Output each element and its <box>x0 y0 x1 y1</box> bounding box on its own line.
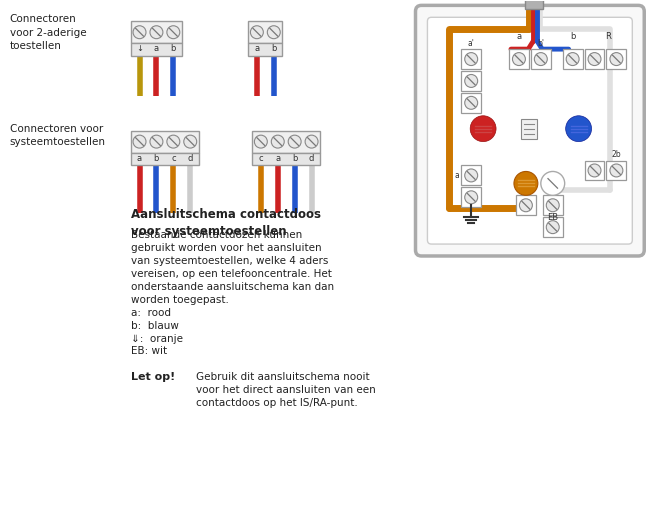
Circle shape <box>167 135 180 148</box>
Circle shape <box>465 53 478 66</box>
Text: a: a <box>516 32 521 41</box>
Text: a': a' <box>468 39 474 48</box>
FancyBboxPatch shape <box>563 49 582 69</box>
FancyBboxPatch shape <box>525 0 543 9</box>
Text: R: R <box>606 32 612 41</box>
FancyBboxPatch shape <box>462 166 481 185</box>
Circle shape <box>588 53 601 66</box>
Text: b': b' <box>538 39 544 48</box>
FancyBboxPatch shape <box>584 49 604 69</box>
Circle shape <box>465 169 478 182</box>
Text: c: c <box>259 153 263 163</box>
FancyBboxPatch shape <box>516 195 536 215</box>
Text: b: b <box>154 153 159 163</box>
FancyBboxPatch shape <box>252 131 320 152</box>
Text: c: c <box>171 153 176 163</box>
FancyBboxPatch shape <box>131 21 182 43</box>
Circle shape <box>150 26 163 39</box>
Text: Aansluitschema contactdoos
voor systeemtoestellen: Aansluitschema contactdoos voor systeemt… <box>131 208 321 238</box>
Text: b: b <box>171 44 176 53</box>
Circle shape <box>610 164 623 177</box>
FancyBboxPatch shape <box>462 93 481 113</box>
FancyBboxPatch shape <box>252 152 320 166</box>
FancyBboxPatch shape <box>509 49 529 69</box>
Text: b: b <box>271 44 276 53</box>
Text: a:  rood: a: rood <box>131 308 171 318</box>
Text: EB: EB <box>547 213 558 222</box>
Text: 2b: 2b <box>612 150 621 159</box>
Circle shape <box>470 116 496 142</box>
Text: a: a <box>254 44 259 53</box>
Circle shape <box>250 26 263 39</box>
Circle shape <box>133 26 146 39</box>
Text: ↓: ↓ <box>136 44 143 53</box>
FancyBboxPatch shape <box>521 119 537 139</box>
FancyBboxPatch shape <box>131 131 199 152</box>
Text: vereisen, op een telefooncentrale. Het: vereisen, op een telefooncentrale. Het <box>131 269 332 279</box>
Circle shape <box>305 135 318 148</box>
Circle shape <box>184 135 197 148</box>
FancyBboxPatch shape <box>415 6 644 256</box>
Text: b: b <box>292 153 297 163</box>
Circle shape <box>541 172 565 195</box>
Text: d: d <box>188 153 193 163</box>
Circle shape <box>512 53 525 66</box>
Text: worden toegepast.: worden toegepast. <box>131 295 229 305</box>
Circle shape <box>519 199 532 212</box>
Text: b: b <box>570 32 575 41</box>
Circle shape <box>610 53 623 66</box>
Text: a: a <box>275 153 280 163</box>
Text: gebruikt worden voor het aansluiten: gebruikt worden voor het aansluiten <box>131 243 322 253</box>
Circle shape <box>465 191 478 204</box>
Text: onderstaande aansluitschema kan dan: onderstaande aansluitschema kan dan <box>131 282 334 292</box>
Circle shape <box>546 220 559 234</box>
FancyBboxPatch shape <box>606 161 627 180</box>
Text: ⇓:  oranje: ⇓: oranje <box>131 334 183 343</box>
Text: b:  blauw: b: blauw <box>131 321 179 331</box>
FancyBboxPatch shape <box>606 49 627 69</box>
Circle shape <box>588 164 601 177</box>
FancyBboxPatch shape <box>584 161 604 180</box>
FancyBboxPatch shape <box>131 152 199 166</box>
FancyBboxPatch shape <box>131 43 182 56</box>
Text: Connectoren
voor 2-aderige
toestellen: Connectoren voor 2-aderige toestellen <box>10 14 86 51</box>
Circle shape <box>254 135 267 148</box>
FancyBboxPatch shape <box>248 21 282 43</box>
Text: d: d <box>309 153 314 163</box>
Circle shape <box>288 135 301 148</box>
Text: Gebruik dit aansluitschema nooit: Gebruik dit aansluitschema nooit <box>196 372 369 383</box>
FancyBboxPatch shape <box>531 49 551 69</box>
Circle shape <box>465 75 478 87</box>
FancyBboxPatch shape <box>462 49 481 69</box>
Text: Bestaande contactdozen kunnen: Bestaande contactdozen kunnen <box>131 230 302 240</box>
Circle shape <box>267 26 280 39</box>
Circle shape <box>133 135 146 148</box>
FancyBboxPatch shape <box>462 187 481 207</box>
FancyBboxPatch shape <box>462 71 481 91</box>
Text: a: a <box>137 153 142 163</box>
Circle shape <box>167 26 180 39</box>
Circle shape <box>546 199 559 212</box>
Text: voor het direct aansluiten van een: voor het direct aansluiten van een <box>196 385 376 395</box>
Text: Connectoren voor
systeemtoestellen: Connectoren voor systeemtoestellen <box>10 124 106 147</box>
Circle shape <box>150 135 163 148</box>
FancyBboxPatch shape <box>428 17 632 244</box>
Circle shape <box>566 53 579 66</box>
Circle shape <box>465 97 478 109</box>
Text: van systeemtoestellen, welke 4 aders: van systeemtoestellen, welke 4 aders <box>131 256 328 266</box>
FancyBboxPatch shape <box>248 43 282 56</box>
Text: Let op!: Let op! <box>131 372 176 383</box>
Text: a: a <box>454 171 460 180</box>
Circle shape <box>566 116 592 142</box>
Text: EB: wit: EB: wit <box>131 346 167 357</box>
FancyBboxPatch shape <box>543 217 563 237</box>
Text: a: a <box>154 44 159 53</box>
Circle shape <box>534 53 547 66</box>
Circle shape <box>271 135 284 148</box>
Circle shape <box>514 172 538 195</box>
FancyBboxPatch shape <box>543 195 563 215</box>
Circle shape <box>545 175 561 192</box>
Text: contactdoos op het IS/RA-punt.: contactdoos op het IS/RA-punt. <box>196 398 358 408</box>
